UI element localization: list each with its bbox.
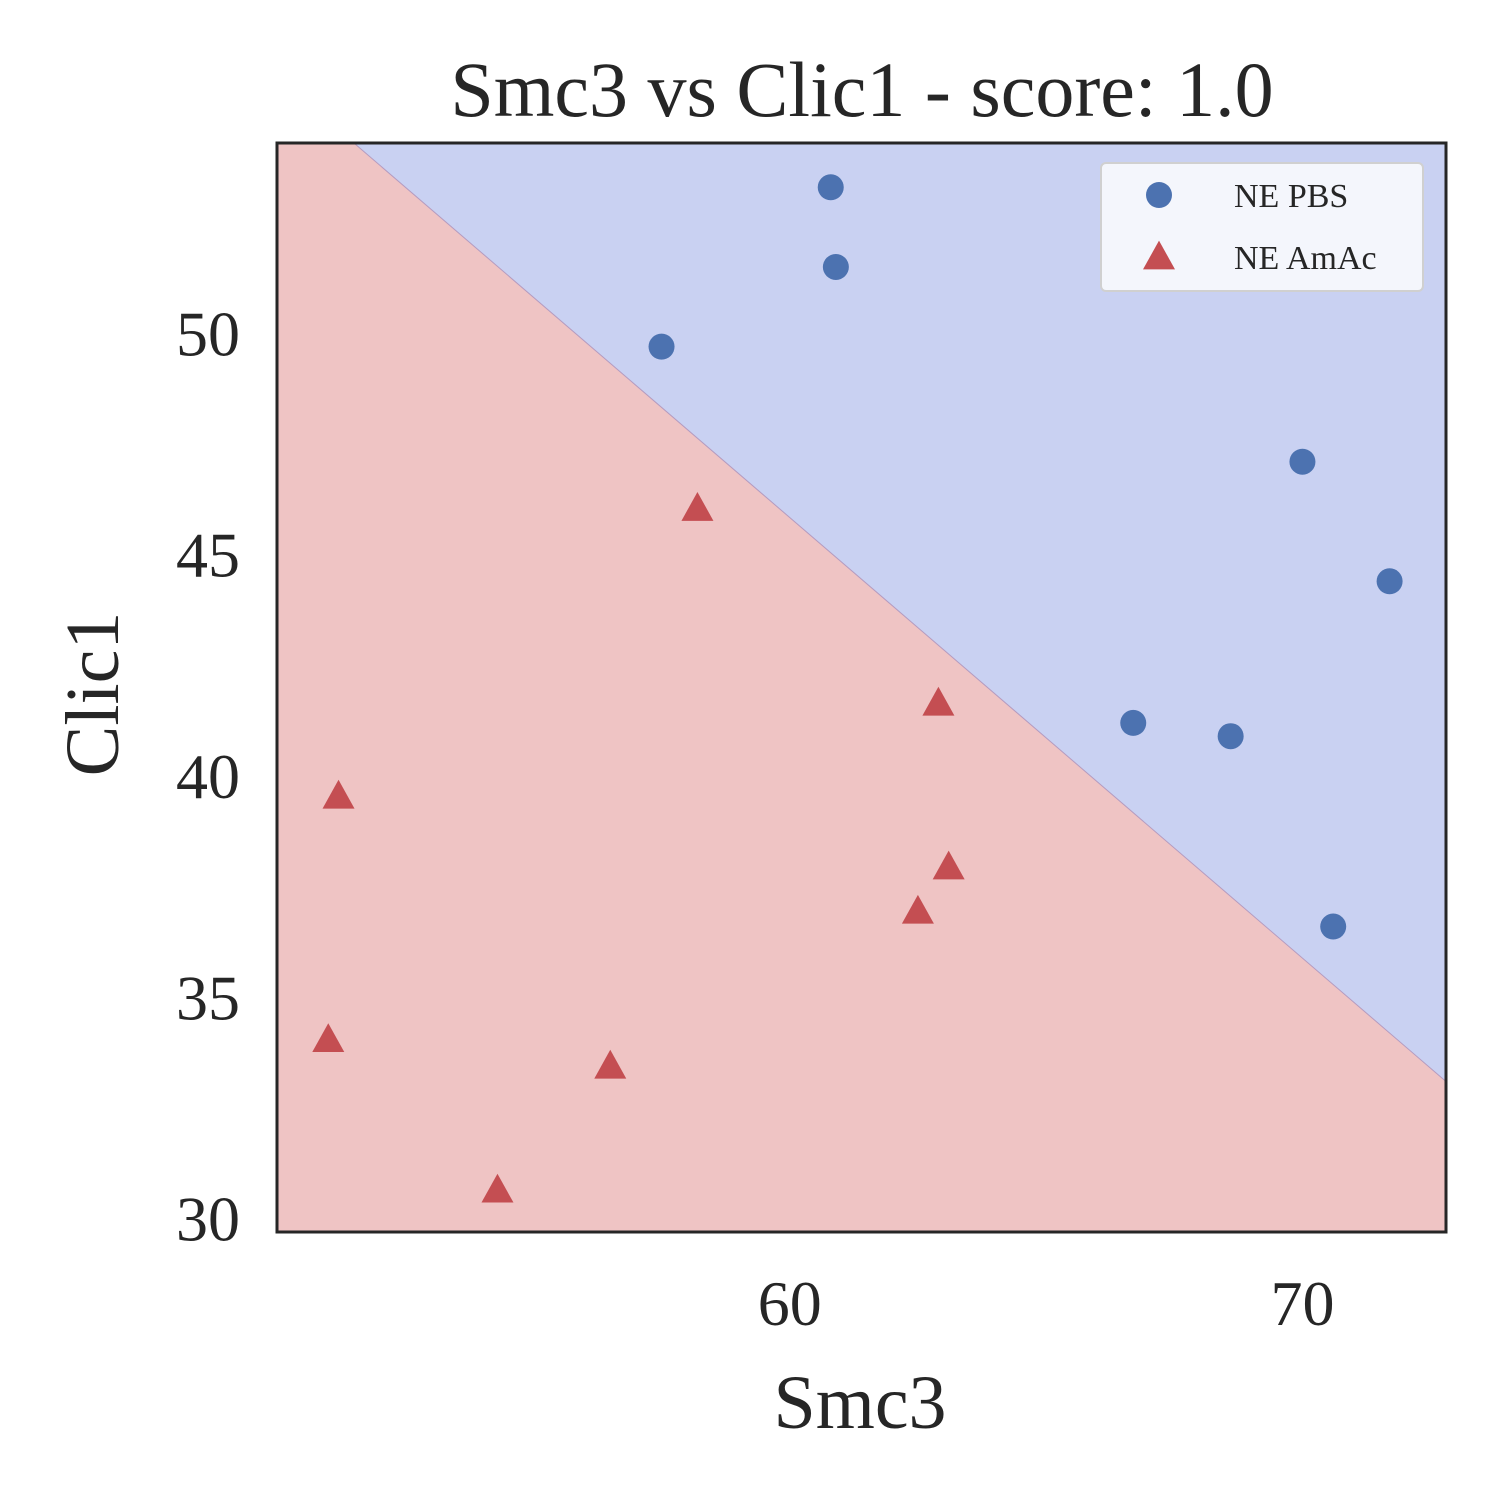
legend-box: [1100, 162, 1424, 292]
x-tick-label: 60: [758, 1268, 822, 1339]
data-point-ne-amac: [312, 1023, 345, 1053]
legend-label-ne-pbs: NE PBS: [1234, 178, 1348, 215]
data-point-ne-pbs: [648, 333, 675, 360]
y-tick-label: 35: [176, 962, 240, 1033]
data-point-ne-pbs: [1217, 723, 1244, 750]
y-tick-label: 50: [176, 298, 240, 369]
plot-frame: [275, 141, 1448, 1234]
legend-label-ne-amac: NE AmAc: [1234, 240, 1377, 277]
data-points: [312, 174, 1403, 1203]
data-point-ne-pbs: [817, 174, 844, 201]
data-point-ne-pbs: [1120, 709, 1147, 736]
data-point-ne-pbs: [822, 253, 849, 280]
data-point-ne-amac: [681, 492, 714, 521]
plot-area: [277, 143, 1446, 1232]
data-point-ne-amac: [901, 894, 934, 924]
y-ticks: 30 35 40 45 50: [176, 298, 240, 1254]
legend: NE PBS NE AmAc: [1100, 162, 1424, 292]
data-point-ne-pbs: [1320, 913, 1347, 940]
y-tick-label: 40: [176, 741, 240, 812]
chart-title: Smc3 vs Clic1 - score: 1.0: [450, 46, 1273, 133]
data-point-ne-amac: [322, 779, 355, 809]
y-tick-label: 45: [176, 520, 240, 591]
data-point-ne-pbs: [1289, 448, 1316, 475]
y-tick-label: 30: [176, 1184, 240, 1255]
data-point-ne-amac: [481, 1173, 514, 1203]
x-tick-label: 70: [1270, 1268, 1334, 1339]
data-point-ne-pbs: [1376, 568, 1403, 595]
data-point-ne-amac: [922, 686, 955, 716]
data-point-ne-amac: [932, 850, 965, 880]
data-point-ne-amac: [594, 1049, 627, 1079]
x-ticks: 60 70: [758, 1268, 1335, 1339]
decision-boundary-line: [353, 143, 1446, 1082]
legend-marker-ne-pbs: [1146, 182, 1172, 208]
y-axis-label: Clic1: [51, 612, 135, 777]
lower-region: [277, 143, 1446, 1232]
x-axis-label: Smc3: [773, 1361, 946, 1445]
legend-marker-ne-amac: [1143, 240, 1175, 270]
